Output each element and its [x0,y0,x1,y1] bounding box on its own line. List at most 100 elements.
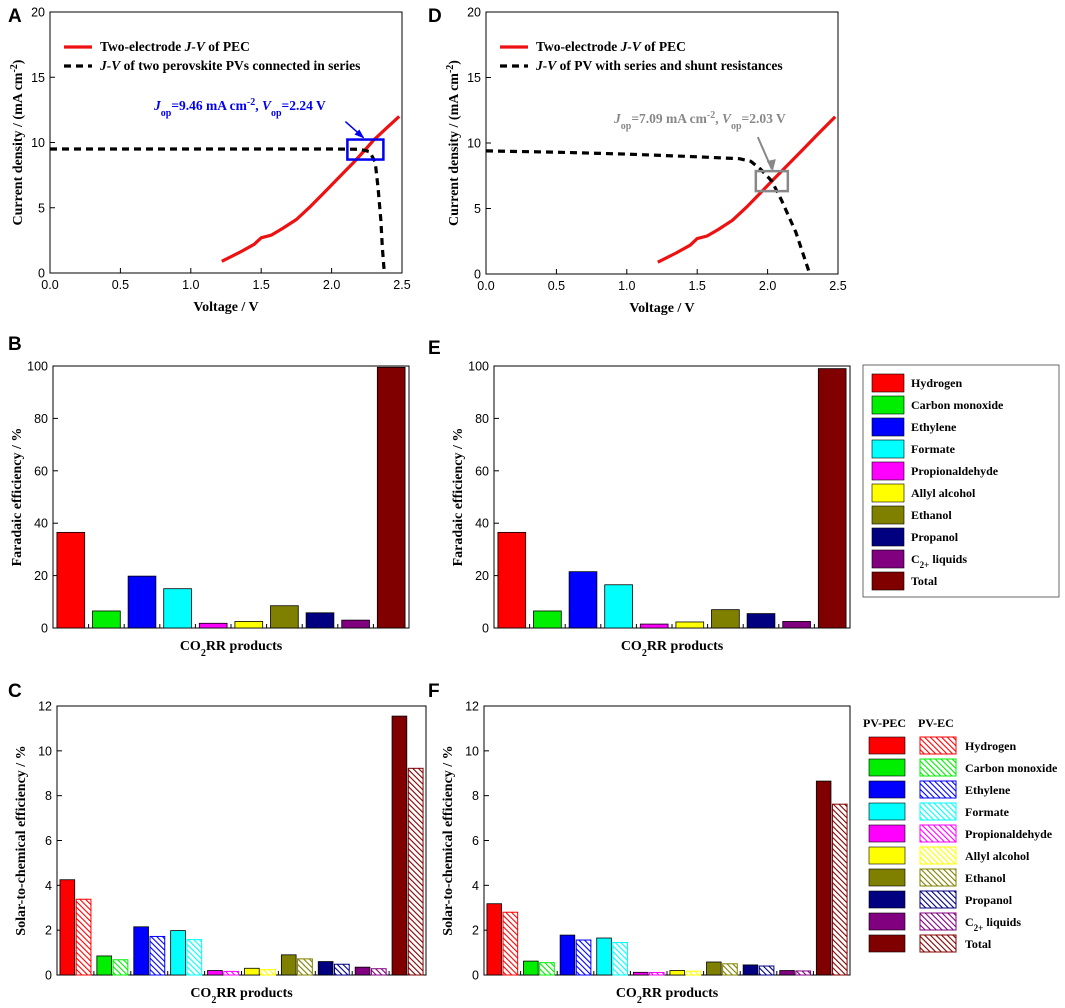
bar-F-pvec-carbon-monoxide [539,962,555,976]
legend-swatch-propionaldehyde [871,461,905,481]
y-tick-label-B-2: 40 [34,517,48,531]
y-tick-label-B-4: 80 [34,412,48,426]
x-axis-label-A: Voltage / V [193,300,258,315]
bar-E-propanol [746,613,776,629]
legend-swatch-pvec-allyl-alcohol [919,846,957,865]
panel-label-A: A [8,6,22,27]
operating-point-box-D [754,169,790,193]
bar-C-pvpec-propanol [317,961,334,976]
y-tick-label-F-3: 6 [472,834,479,848]
legend-method-label-allyl-alcohol: Allyl alcohol [965,849,1030,863]
bar-F-pvpec-formate [596,937,612,976]
x-axis-label-C: CO2RR products [190,986,293,1006]
legend-method-label-ethylene: Ethylene [965,783,1011,797]
legend-swatch-pvec-carbon-monoxide [919,758,957,777]
legend-swatch-pvec-c2-liquids [919,912,957,931]
x-axis-label-E: CO2RR products [621,639,724,659]
y-tick-label-A-3: 15 [31,71,45,85]
bar-C-pvec-allyl-alcohol [260,969,276,976]
legend-swatch-pvec-formate [919,802,957,821]
legend-method-label-total: Total [965,937,992,951]
x-axis-label-B: CO2RR products [180,639,283,659]
legend-method-label-formate: Formate [965,805,1010,819]
bar-F-pvec-formate [612,941,628,976]
y-tick-label-C-5: 10 [38,744,52,758]
legend-label-pec-A: Two-electrode J-V of PEC [100,39,250,54]
legend-swatch-pvec-total [919,934,957,953]
y-tick-label-E-1: 20 [475,569,489,583]
bar-C-pvec-hydrogen [75,898,92,976]
legend-swatch-pvec-propanol [919,890,957,909]
panel-label-E: E [428,338,441,359]
bar-B-hydrogen [56,531,86,629]
legend-label-hydrogen: Hydrogen [911,376,962,390]
y-tick-label-D-4: 20 [467,6,481,20]
plot-frame-C [56,705,427,976]
bar-F-pvec-propanol [758,965,775,976]
x-tick-label-D-0: 0.0 [477,279,494,293]
legend-swatch-total [871,571,905,591]
bar-C-pvpec-c2-liquids [354,966,371,976]
legend-swatch-pvec-ethanol [919,868,957,887]
panel-label-F: F [428,681,440,702]
legend-swatch-pvec-propionaldehyde [919,824,957,843]
bar-F-pvpec-carbon-monoxide [523,960,539,976]
legend-swatch-pvpec-ethanol [868,868,906,887]
bar-E-formate [604,584,633,629]
y-tick-label-D-3: 15 [467,71,481,85]
x-tick-label-D-1: 0.5 [548,279,565,293]
legend-method-label-propionaldehyde: Propionaldehyde [965,827,1053,841]
legend-label-allyl-alcohol: Allyl alcohol [911,486,976,500]
bar-F-pvec-allyl-alcohol [685,970,702,976]
legend-label-formate: Formate [911,442,956,456]
bar-F-pvec-hydrogen [502,911,519,976]
panel-label-B: B [8,334,22,355]
operating-point-arrowhead-A [354,129,365,139]
legend-label-carbon-monoxide: Carbon monoxide [911,398,1004,412]
panel-label-D: D [428,6,442,27]
legend-method-label-carbon-monoxide: Carbon monoxide [965,761,1058,775]
y-tick-label-E-0: 0 [482,622,489,636]
operating-point-box-A [346,138,385,161]
bar-C-pvec-total [407,767,424,976]
plot-frame-E [493,365,851,629]
legend-swatch-pvec-ethylene [919,780,957,799]
bar-F-pvec-propionaldehyde [648,972,665,976]
y-tick-label-C-6: 12 [38,700,52,714]
x-tick-label-D-4: 2.0 [759,279,776,293]
bar-C-pvpec-ethylene [133,926,149,976]
legend-header-pvpec: PV-PEC [863,716,906,730]
bar-B-c2-liquids [341,619,370,629]
x-tick-label-D-3: 1.5 [689,279,706,293]
y-tick-label-B-1: 20 [34,569,48,583]
pv-curve-A [50,147,386,274]
legend-method-label-c2-liquids: C2+ liquids [965,915,1021,933]
bar-F-pvpec-hydrogen [486,903,502,976]
legend-swatch-ethylene [871,417,905,437]
legend-swatch-pvpec-allyl-alcohol [868,846,906,865]
y-axis-label-A: Current density / (mA cm-2) [9,59,27,225]
x-tick-label-D-5: 2.5 [829,279,846,293]
bar-C-pvec-ethanol [297,958,313,976]
bar-C-pvpec-total [391,715,408,976]
legend-label-propanol: Propanol [911,530,959,544]
y-tick-label-C-1: 2 [45,924,52,938]
y-tick-label-E-5: 100 [468,360,489,374]
pec-curve-D [657,115,837,264]
bar-F-pvec-c2-liquids [795,970,811,976]
chart-D-jv-resistances: 0 5 10 15 20 0.0 0.5 1.0 1.5 2.0 2.5 Voltage / V Cur… [445,6,847,317]
bar-B-formate [163,588,192,629]
bar-F-pvec-ethanol [722,963,738,976]
chart-F-solar-to-chemical: 0 2 4 6 8 10 12 CO2RR products Solar-to-chemical… [441,700,851,1006]
bar-C-pvpec-ethanol [280,954,297,976]
bar-E-carbon-monoxide [533,610,562,629]
legend-label-pv-A: J-V of two perovskite PVs connected in s… [99,58,360,73]
legend-swatch-pvpec-carbon-monoxide [868,758,906,777]
legend-method-label-hydrogen: Hydrogen [965,739,1016,753]
legend-swatch-pvec-hydrogen [919,736,957,755]
legend-swatch-pvpec-formate [868,802,906,821]
y-tick-label-C-0: 0 [45,969,52,983]
y-tick-label-F-5: 10 [465,744,479,758]
bar-F-pvpec-ethylene [559,934,576,976]
legend-label-ethanol: Ethanol [911,508,952,522]
